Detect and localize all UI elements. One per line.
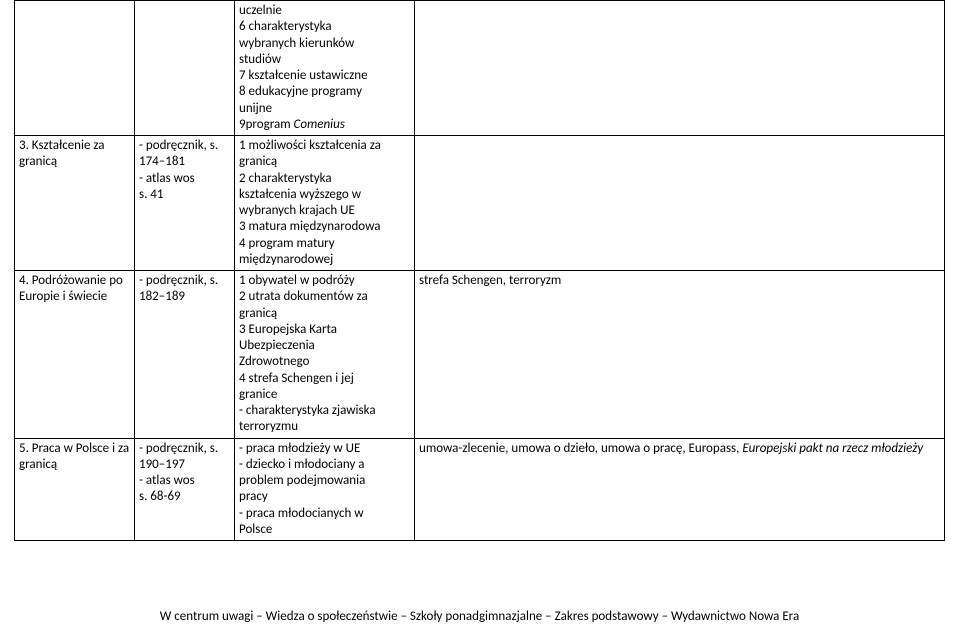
topic-cell: 5. Praca w Polsce i za granicą	[15, 438, 135, 541]
table-row: 3. Kształcenie za granicą- podręcznik, s…	[15, 136, 945, 271]
source-cell: - podręcznik, s.190–197- atlas woss. 68-…	[135, 438, 235, 541]
notes-cell	[415, 136, 945, 271]
table-row: 5. Praca w Polsce i za granicą- podręczn…	[15, 438, 945, 541]
source-cell: - podręcznik, s.174–181- atlas woss. 41	[135, 136, 235, 271]
source-cell: - podręcznik, s.182–189	[135, 271, 235, 439]
topic-cell	[15, 1, 135, 136]
content-cell: - praca młodzieży w UE- dziecko i młodoc…	[235, 438, 415, 541]
notes-cell: strefa Schengen, terroryzm	[415, 271, 945, 439]
source-cell	[135, 1, 235, 136]
topic-cell: 3. Kształcenie za granicą	[15, 136, 135, 271]
topic-cell: 4. Podróżowanie po Europie i świecie	[15, 271, 135, 439]
content-cell: 1 możliwości kształcenia zagranicą2 char…	[235, 136, 415, 271]
content-cell: uczelnie6 charakterystykawybranych kieru…	[235, 1, 415, 136]
notes-cell	[415, 1, 945, 136]
footer-text: W centrum uwagi – Wiedza o społeczeństwi…	[0, 609, 959, 624]
content-cell: 1 obywatel w podróży2 utrata dokumentów …	[235, 271, 415, 439]
curriculum-table: uczelnie6 charakterystykawybranych kieru…	[14, 0, 945, 541]
table-row: 4. Podróżowanie po Europie i świecie- po…	[15, 271, 945, 439]
table-row: uczelnie6 charakterystykawybranych kieru…	[15, 1, 945, 136]
notes-cell: umowa-zlecenie, umowa o dzieło, umowa o …	[415, 438, 945, 541]
